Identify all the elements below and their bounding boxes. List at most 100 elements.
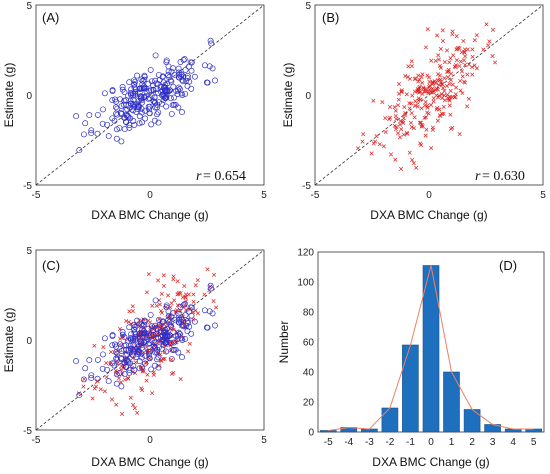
scatter-point — [104, 361, 109, 366]
scatter-point — [187, 304, 194, 311]
scatter-point — [126, 79, 133, 86]
scatter-point — [80, 376, 87, 383]
scatter-point — [127, 335, 134, 341]
scatter-point — [105, 378, 112, 385]
scatter-point — [179, 92, 186, 98]
scatter-point — [442, 98, 447, 103]
scatter-point — [128, 86, 135, 93]
xtick-label: -2 — [385, 437, 394, 448]
scatter-point — [374, 134, 379, 139]
scatter-point — [439, 82, 444, 87]
scatter-point — [122, 377, 127, 382]
scatter-point — [472, 38, 477, 43]
scatter-point — [130, 309, 135, 314]
scatter-point — [140, 388, 145, 393]
scatter-point — [164, 325, 171, 332]
scatter-point — [399, 89, 404, 94]
scatter-point — [101, 345, 106, 350]
scatter-point — [399, 127, 404, 132]
scatter-point — [419, 74, 424, 80]
scatter-point — [448, 88, 453, 93]
scatter-point — [128, 351, 135, 358]
scatter-point — [143, 333, 150, 340]
scatter-point — [99, 120, 106, 127]
bar — [319, 430, 337, 433]
scatter-point — [444, 83, 449, 88]
scatter-point — [118, 383, 125, 390]
xtick-label: -1 — [406, 437, 415, 448]
scatter-point — [123, 357, 130, 364]
scatter-point — [470, 65, 475, 70]
scatter-point — [178, 318, 185, 325]
scatter-point — [360, 139, 365, 144]
scatter-point — [151, 362, 158, 369]
scatter-point — [434, 86, 439, 91]
scatter-point — [458, 88, 463, 93]
panel-a-xtick-right: 5 — [261, 190, 267, 201]
scatter-point — [118, 336, 123, 341]
scatter-point — [427, 79, 432, 84]
scatter-point — [105, 133, 112, 140]
scatter-point — [481, 47, 486, 52]
scatter-point — [490, 27, 496, 32]
panel-a-label: (A) — [42, 10, 59, 25]
scatter-point — [388, 115, 393, 120]
scatter-point — [174, 336, 181, 342]
scatter-point — [441, 85, 446, 90]
xtick-label: -4 — [344, 437, 353, 448]
scatter-point — [463, 62, 468, 67]
scatter-point — [392, 105, 397, 110]
scatter-point — [421, 85, 426, 90]
panel-c-label: (C) — [42, 258, 60, 273]
panel-c-ytick-bottom: -5 — [23, 426, 32, 437]
scatter-point — [188, 330, 195, 337]
scatter-point — [136, 365, 143, 372]
scatter-point — [423, 133, 428, 138]
scatter-point — [155, 119, 162, 126]
scatter-point — [128, 106, 135, 113]
panel-c-xtick-left: -5 — [32, 435, 41, 446]
scatter-point — [163, 57, 170, 64]
scatter-point — [380, 100, 385, 105]
panel-a-ytick-mid: 0 — [26, 91, 32, 102]
scatter-point — [355, 146, 361, 151]
scatter-point — [170, 310, 176, 317]
scatter-point — [450, 82, 455, 87]
scatter-point — [165, 333, 172, 340]
scatter-point — [145, 340, 152, 347]
scatter-point — [393, 108, 398, 113]
scatter-point — [143, 88, 150, 95]
scatter-point — [442, 76, 447, 81]
panel-b-xlabel: DXA BMC Change (g) — [370, 208, 487, 222]
scatter-point — [415, 87, 420, 92]
scatter-point — [448, 94, 453, 99]
scatter-point — [134, 72, 141, 79]
scatter-point — [184, 75, 191, 82]
scatter-point — [113, 104, 119, 111]
scatter-point — [207, 37, 214, 44]
scatter-point — [161, 283, 166, 289]
scatter-point — [405, 74, 410, 79]
scatter-point — [415, 104, 420, 109]
scatter-point — [460, 91, 465, 96]
scatter-point — [108, 349, 114, 354]
panel-a-ytick-top: 5 — [26, 1, 32, 12]
scatter-point — [403, 111, 408, 116]
ytick-label: 80 — [303, 308, 315, 319]
scatter-point — [181, 301, 188, 308]
scatter-point — [426, 91, 431, 96]
scatter-point — [183, 292, 188, 297]
scatter-point — [128, 395, 133, 400]
scatter-point — [88, 130, 95, 137]
scatter-point — [181, 56, 188, 63]
scatter-point — [158, 89, 165, 96]
scatter-point — [182, 283, 187, 289]
scatter-point — [433, 58, 438, 63]
scatter-point — [182, 90, 189, 97]
scatter-point — [145, 103, 152, 110]
panel-d-xlabel: DXA BMC Change (g) — [372, 455, 489, 469]
scatter-point — [154, 356, 160, 363]
scatter-point — [186, 349, 191, 354]
scatter-point — [139, 364, 146, 371]
